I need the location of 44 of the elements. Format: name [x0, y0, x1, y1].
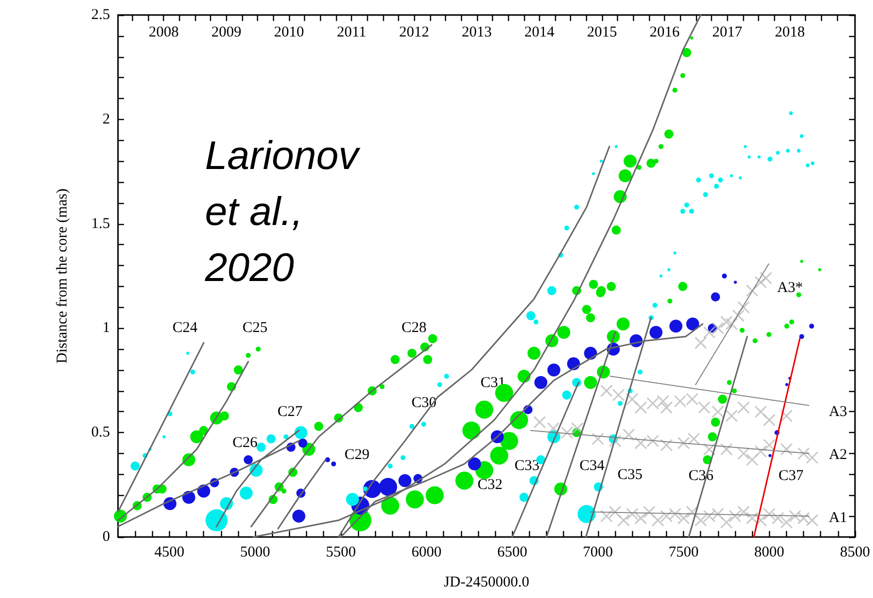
x2-tick-label: 2009 [211, 24, 242, 40]
y-tick-label: 0 [102, 529, 110, 545]
x-tick-label: 5000 [240, 544, 270, 560]
annotation: C29 [344, 447, 370, 463]
annotation: A3* [777, 280, 803, 296]
x2-tick-label: 2015 [587, 24, 618, 40]
annotation: C37 [778, 468, 804, 484]
x2-tick-label: 2012 [399, 24, 430, 40]
y-axis-title: Distance from the core (mas) [54, 188, 70, 364]
x2-tick-label: 2011 [336, 24, 366, 40]
x-tick-label: 5500 [326, 544, 356, 560]
x-tick-label: 8000 [754, 544, 784, 560]
x-tick-label: 7000 [582, 544, 613, 560]
y-tick-label: 0.5 [91, 424, 110, 441]
x-tick-label: 7500 [668, 544, 699, 560]
annotation: C28 [401, 320, 427, 336]
annotation: C27 [277, 404, 303, 420]
x2-tick-label: 2013 [462, 24, 492, 40]
y-tick-label: 2.5 [91, 7, 110, 23]
annotation: C34 [579, 458, 605, 474]
x2-tick-label: 2008 [148, 24, 179, 40]
y-tick-label: 2 [102, 111, 110, 128]
annotation: C33 [514, 458, 540, 474]
annotation: A1 [828, 510, 848, 526]
x2-tick-label: 2018 [774, 24, 805, 40]
annotation: C25 [242, 320, 268, 336]
x-tick-label: 6500 [497, 544, 528, 560]
x-axis-title: JD-2450000.0 [444, 574, 530, 590]
annotation: C32 [477, 477, 503, 493]
x2-tick-label: 2010 [274, 24, 304, 40]
x2-tick-label: 2016 [650, 24, 680, 40]
y-tick-label: 1.5 [91, 216, 110, 232]
x2-tick-label: 2014 [524, 24, 555, 40]
y-tick-label: 1 [102, 320, 110, 336]
x-tick-label: 4500 [154, 544, 184, 560]
annotation: C26 [232, 435, 258, 451]
annotation: Larionov et al., 2020 [204, 134, 370, 290]
annotation: C24 [172, 320, 198, 336]
annotation: A2 [828, 447, 848, 463]
x-tick-label: 8500 [840, 544, 870, 560]
x-tick-label: 6000 [412, 544, 442, 560]
annotation: C35 [617, 467, 643, 483]
annotation: A3 [828, 404, 848, 420]
x2-tick-label: 2017 [712, 24, 743, 40]
